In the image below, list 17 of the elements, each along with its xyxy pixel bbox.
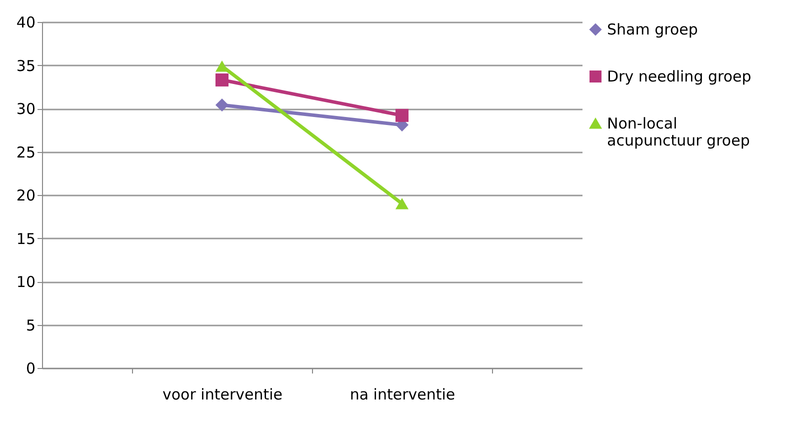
point xyxy=(215,98,229,112)
y-tick-label: 25 xyxy=(16,143,36,162)
y-tick-label: 5 xyxy=(26,316,36,334)
legend-label: Dry needling groep xyxy=(607,68,752,86)
y-tick-label: 0 xyxy=(26,360,36,378)
legend-label: Non-local acupunctuur groep xyxy=(607,114,750,150)
y-tick-label: 30 xyxy=(16,100,36,118)
y-tick-label: 35 xyxy=(16,56,36,75)
y-tick-label: 20 xyxy=(16,186,36,204)
y-tick-label: 15 xyxy=(16,230,36,248)
point xyxy=(395,108,409,122)
x-tick-label: na interventie xyxy=(350,386,456,404)
legend-label: Sham groep xyxy=(607,20,698,38)
y-tick-label: 10 xyxy=(16,273,36,291)
x-tick-label: voor interventie xyxy=(162,386,283,404)
y-tick-label: 40 xyxy=(16,14,36,32)
point xyxy=(215,73,229,86)
